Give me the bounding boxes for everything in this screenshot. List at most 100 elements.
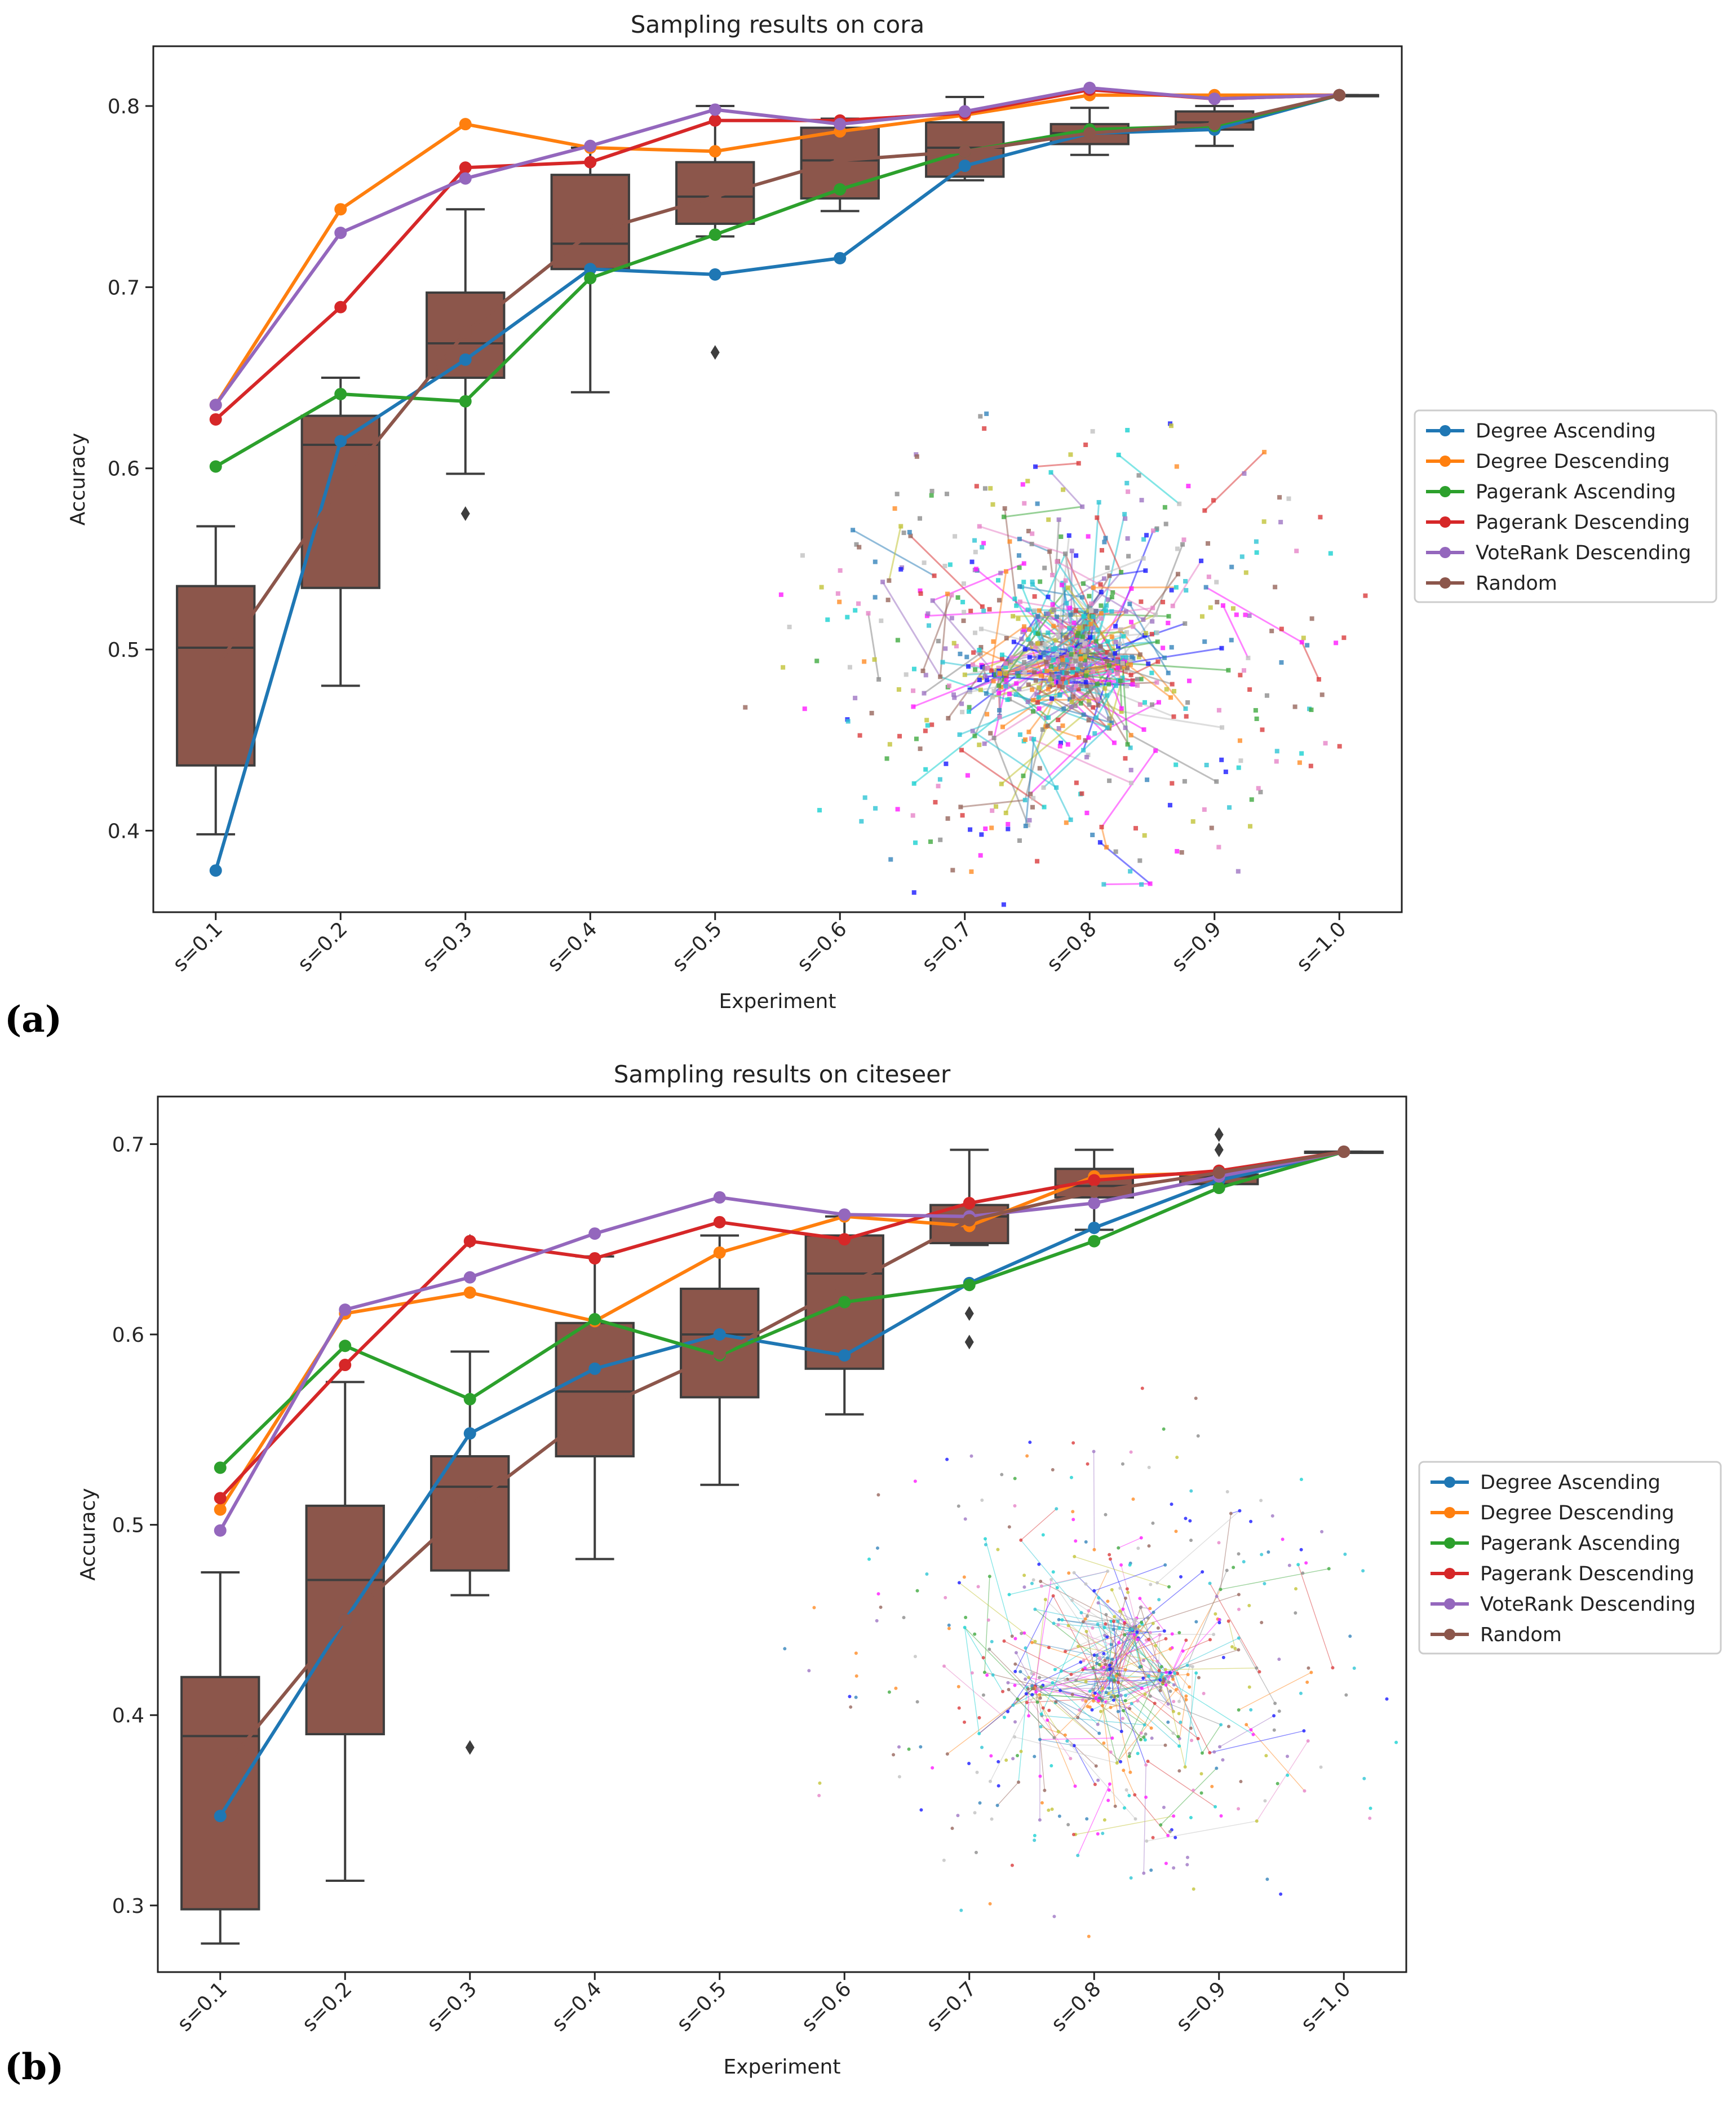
network-node	[1102, 1652, 1106, 1656]
network-node	[1185, 1863, 1189, 1867]
network-edge	[1052, 574, 1092, 613]
network-node	[1063, 578, 1068, 583]
network-node	[1064, 820, 1069, 825]
network-node	[959, 1908, 963, 1912]
network-node	[1071, 1510, 1075, 1514]
network-node	[970, 1671, 974, 1675]
network-node	[1170, 682, 1175, 687]
network-node	[1183, 1765, 1187, 1769]
network-node	[1084, 611, 1089, 616]
network-node	[1042, 565, 1047, 571]
network-node	[873, 595, 878, 600]
network-node	[1233, 1647, 1237, 1651]
network-node	[918, 588, 923, 593]
network-node	[1003, 671, 1008, 676]
network-node	[1130, 1701, 1133, 1705]
network-node	[1128, 662, 1133, 667]
network-edge	[1136, 1633, 1214, 1635]
network-node	[1214, 779, 1219, 784]
network-edge	[1030, 737, 1090, 795]
network-node	[911, 688, 916, 693]
network-node	[1092, 1449, 1096, 1453]
network-node	[1279, 626, 1284, 631]
network-node	[1119, 1694, 1123, 1698]
network-edge	[1071, 1599, 1125, 1636]
network-node	[1090, 669, 1095, 674]
network-edge	[1209, 1583, 1260, 1672]
network-node	[1237, 1708, 1241, 1712]
network-node	[999, 652, 1004, 657]
network-node	[1039, 1685, 1043, 1689]
network-node	[910, 813, 915, 818]
network-node	[1220, 725, 1225, 730]
network-node	[1149, 670, 1154, 675]
network-node	[1021, 561, 1026, 566]
series-line	[219, 1150, 1344, 1774]
network-node	[1157, 1669, 1161, 1673]
network-node	[1120, 675, 1125, 680]
network-node	[1199, 1772, 1203, 1776]
network-node	[1085, 1817, 1089, 1821]
network-node	[1149, 1668, 1153, 1672]
network-node	[1016, 553, 1021, 558]
outlier-marker	[1214, 1142, 1224, 1157]
network-node	[1121, 1717, 1124, 1721]
network-node	[1174, 464, 1179, 469]
network-node	[1214, 1612, 1217, 1616]
network-node	[969, 869, 974, 874]
network-edge	[1141, 1622, 1175, 1674]
network-node	[1080, 678, 1086, 683]
network-edge	[1099, 1682, 1169, 1693]
network-node	[1070, 670, 1075, 675]
network-node	[1174, 1530, 1178, 1533]
network-node	[1056, 658, 1061, 664]
network-node	[978, 687, 983, 692]
network-node	[1135, 677, 1140, 682]
network-node	[866, 611, 871, 616]
network-node	[1266, 1550, 1270, 1554]
network-node	[897, 733, 902, 739]
series-pagerank-ascending	[214, 1145, 1350, 1474]
network-edge	[1035, 1687, 1111, 1753]
network-node	[1068, 655, 1073, 660]
network-node	[1273, 585, 1278, 590]
network-node	[1057, 1814, 1061, 1818]
network-node	[1107, 663, 1112, 668]
network-edge	[1170, 1672, 1210, 1753]
network-node	[1051, 674, 1056, 679]
network-node	[887, 1690, 891, 1694]
network-edge	[984, 1576, 990, 1673]
network-node	[1164, 1637, 1168, 1641]
network-node	[1120, 661, 1125, 666]
network-node	[1102, 1818, 1106, 1822]
network-edge	[1016, 1652, 1035, 1688]
network-node	[974, 567, 979, 572]
network-node	[1013, 1504, 1017, 1508]
network-node	[964, 1616, 968, 1620]
network-edge	[1183, 1639, 1211, 1652]
network-node	[802, 706, 807, 711]
network-node	[1078, 701, 1083, 706]
network-node	[872, 657, 877, 662]
network-node	[1196, 1736, 1200, 1740]
network-node	[1034, 692, 1039, 697]
network-node	[1020, 482, 1025, 487]
y-tick-label: 0.7	[112, 1133, 144, 1156]
network-node	[1136, 655, 1141, 660]
network-edge	[1021, 586, 1083, 598]
network-node	[950, 868, 955, 873]
network-node	[1122, 1806, 1126, 1810]
network-node	[1128, 1707, 1132, 1710]
network-edge	[1070, 551, 1073, 655]
network-node	[974, 1850, 978, 1854]
network-node	[1104, 1513, 1108, 1517]
network-node	[1056, 1730, 1060, 1734]
network-node	[838, 568, 843, 573]
network-node	[1227, 805, 1232, 810]
network-node	[1277, 1657, 1281, 1661]
data-point	[588, 1313, 601, 1326]
network-node	[919, 1745, 923, 1749]
network-node	[1083, 1666, 1087, 1670]
network-node	[913, 840, 918, 845]
network-node	[1094, 1764, 1098, 1768]
